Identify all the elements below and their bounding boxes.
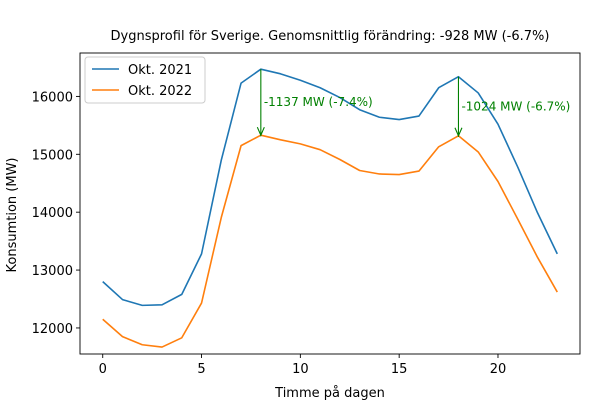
x-tick-label: 15	[391, 362, 408, 377]
legend-label-1: Okt. 2021	[128, 63, 192, 78]
annotation-arrowhead	[454, 127, 463, 138]
plot-frame	[79, 52, 581, 355]
x-tick-label: 0	[99, 362, 107, 377]
legend-label-2: Okt. 2022	[128, 84, 192, 99]
x-tick-label: 20	[490, 362, 507, 377]
x-axis-label: Timme på dagen	[274, 386, 385, 400]
annotation-label: -1024 MW (-6.7%)	[461, 99, 570, 113]
plot-layer: 0 5 10 15 20 12000 13000 14000 15000 16000 -1137 M…	[32, 52, 581, 377]
y-tick-label: 12000	[32, 322, 73, 337]
legend: Okt. 2021 Okt. 2022	[84, 56, 206, 104]
series-line-1	[102, 68, 558, 307]
x-tick-label: 10	[292, 362, 309, 377]
annotation-label: -1137 MW (-7.4%)	[264, 95, 373, 109]
annotation-arrowhead	[256, 126, 265, 137]
y-tick-label: 15000	[32, 148, 73, 163]
x-tick-label: 5	[197, 362, 205, 377]
y-tick-label: 14000	[32, 206, 73, 221]
y-axis-label: Konsumtion (MW)	[5, 158, 20, 273]
series-line-2	[102, 134, 558, 348]
chart-title: Dygnsprofil för Sverige. Genomsnittlig f…	[111, 29, 550, 44]
y-tick-label: 13000	[32, 264, 73, 279]
y-tick-label: 16000	[32, 90, 73, 105]
